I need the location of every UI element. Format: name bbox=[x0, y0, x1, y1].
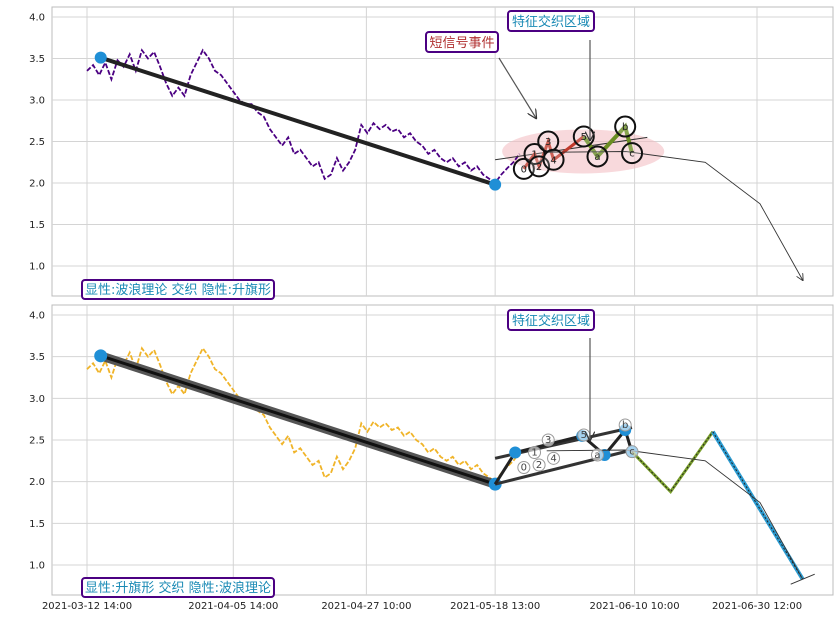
green-projection-dash bbox=[631, 431, 714, 493]
wave-point-marker bbox=[586, 145, 609, 168]
wave-point-marker bbox=[591, 448, 605, 462]
x-tick-labels: 2021-03-12 14:00 2021-04-05 14:00 2021-04-… bbox=[42, 601, 802, 612]
flag-pole-endpoint bbox=[94, 349, 108, 363]
bottom-legend-text: 显性:升旗形 交织 隐性:波浪理论 bbox=[85, 580, 271, 596]
y-tick-label: 1.0 bbox=[29, 262, 45, 273]
wave-point-marker bbox=[517, 461, 531, 474]
wave-point-label: 2 bbox=[536, 460, 542, 471]
bottom-feature-zone-label: 特征交织区域 bbox=[512, 313, 590, 329]
x-tick-label: 2021-04-05 14:00 bbox=[188, 601, 278, 612]
y-tick-label: 3.0 bbox=[29, 394, 45, 405]
wave-point-label: b bbox=[622, 420, 628, 431]
y-tick-label: 2.0 bbox=[29, 477, 45, 488]
trend-endpoint-marker bbox=[94, 51, 107, 64]
x-tick-label: 2021-03-12 14:00 bbox=[42, 601, 132, 612]
wave-point-label: 3 bbox=[545, 435, 551, 446]
wave-point-label: b bbox=[622, 122, 628, 133]
y-tick-label: 4.0 bbox=[29, 311, 45, 322]
top-plot-area bbox=[51, 6, 834, 297]
x-tick-label: 2021-06-30 12:00 bbox=[712, 601, 802, 612]
x-tick-label: 2021-04-27 10:00 bbox=[321, 601, 411, 612]
trend-line bbox=[100, 55, 496, 187]
channel-line bbox=[495, 136, 648, 161]
wave-point-label: c bbox=[629, 149, 635, 160]
top-short-signal-annotation: 短信号事件 bbox=[425, 31, 499, 53]
y-tick-label: 2.5 bbox=[29, 436, 45, 447]
bottom-plot-area bbox=[51, 304, 834, 596]
bottom-chart-layer: 012 3 4 5a b c bbox=[86, 338, 815, 585]
bottom-legend-box: 显性:升旗形 交织 隐性:波浪理论 bbox=[81, 577, 275, 598]
wave-point-label: 3 bbox=[545, 137, 551, 148]
wave-point-label: 5 bbox=[581, 430, 587, 441]
wave-point-marker bbox=[614, 115, 637, 138]
wave-point-label: 4 bbox=[550, 155, 556, 166]
top-legend-box: 显性:波浪理论 交织 隐性:升旗形 bbox=[81, 279, 275, 300]
wave-point-marker bbox=[528, 446, 542, 459]
y-tick-label: 3.5 bbox=[29, 352, 45, 363]
top-chart-layer: 01 2 3 4 5a b c bbox=[86, 40, 803, 281]
wave-point-marker bbox=[625, 445, 639, 459]
wave-point-label: c bbox=[629, 447, 635, 458]
wave-point-label: 1 bbox=[531, 149, 537, 160]
wave-point-label: 1 bbox=[531, 448, 537, 459]
trend-endpoint-marker bbox=[489, 178, 502, 191]
x-tick-label: 2021-06-10 10:00 bbox=[590, 601, 680, 612]
top-legend-text: 显性:波浪理论 交织 隐性:升旗形 bbox=[85, 282, 271, 298]
wave-point-marker bbox=[618, 418, 632, 432]
wave-point-label: 4 bbox=[550, 453, 556, 464]
price-series-line bbox=[86, 48, 521, 185]
wave-point-marker bbox=[541, 433, 555, 447]
top-feature-zone-label: 特征交织区域 bbox=[512, 14, 590, 30]
price-series-line bbox=[86, 346, 521, 483]
y-tick-label: 1.5 bbox=[29, 220, 45, 231]
y-tick-label: 3.5 bbox=[29, 54, 45, 65]
wave-point-marker bbox=[547, 451, 561, 465]
wave-point-label: 5 bbox=[581, 132, 587, 143]
bottom-grid bbox=[52, 305, 833, 595]
y-tick-label: 3.0 bbox=[29, 96, 45, 107]
bottom-y-tick-labels: 1.0 1.5 2.0 2.5 3.0 3.5 4.0 bbox=[29, 311, 45, 572]
wave-point-marker bbox=[621, 142, 644, 165]
wave-point-label: 2 bbox=[536, 162, 542, 173]
projection-end-cap bbox=[790, 573, 815, 585]
y-tick-label: 2.0 bbox=[29, 179, 45, 190]
y-tick-label: 4.0 bbox=[29, 13, 45, 24]
top-y-tick-labels: 1.0 1.5 2.0 2.5 3.0 3.5 4.0 bbox=[29, 13, 45, 273]
wave-point-label: a bbox=[594, 152, 600, 163]
top-feature-zone-annotation: 特征交织区域 bbox=[507, 10, 595, 32]
wave-point-label: 0 bbox=[521, 463, 527, 474]
y-tick-label: 1.5 bbox=[29, 519, 45, 530]
bottom-feature-zone-annotation: 特征交织区域 bbox=[507, 309, 595, 331]
x-tick-label: 2021-05-18 13:00 bbox=[450, 601, 540, 612]
wave-point-label: a bbox=[594, 450, 600, 461]
top-grid bbox=[52, 7, 833, 296]
y-tick-label: 1.0 bbox=[29, 561, 45, 572]
wave-point-label: 0 bbox=[521, 164, 527, 175]
projection-curve bbox=[546, 151, 803, 281]
wave-point-marker bbox=[532, 458, 546, 472]
corrective-wave-line bbox=[582, 122, 634, 160]
top-short-signal-label: 短信号事件 bbox=[429, 36, 494, 51]
wave-point-marker bbox=[542, 148, 565, 171]
flag-point-marker bbox=[509, 446, 522, 459]
blue-projection-dash bbox=[712, 431, 804, 580]
short-signal-arrow bbox=[498, 57, 536, 118]
y-tick-label: 2.5 bbox=[29, 137, 45, 148]
flag-pole-line bbox=[100, 354, 496, 486]
